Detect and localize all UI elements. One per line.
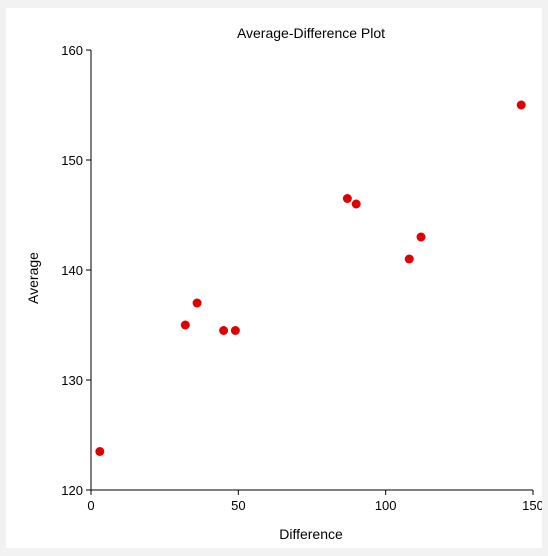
data-point [219, 326, 229, 335]
x-tick-label: 50 [231, 498, 245, 513]
x-tick-label: 150 [522, 498, 542, 513]
data-points [95, 100, 526, 456]
data-point [404, 254, 414, 264]
data-point [192, 298, 202, 308]
data-point [516, 100, 526, 110]
y-tick-label: 140 [61, 263, 83, 278]
y-tick-label: 130 [61, 373, 83, 388]
y-axis-label: Average [25, 252, 41, 304]
scatter-chart: Average-Difference Plot Difference Avera… [25, 25, 542, 542]
data-point [351, 199, 361, 209]
y-tick-label: 150 [61, 153, 83, 168]
x-axis-label: Difference [279, 526, 343, 542]
y-tick-label: 160 [61, 43, 83, 58]
data-point [416, 232, 426, 242]
x-tick-label: 100 [375, 498, 397, 513]
x-tick-label: 0 [87, 498, 94, 513]
chart-title: Average-Difference Plot [237, 25, 385, 41]
axes: 120 130 140 150 160 0 50 100 150 [61, 43, 542, 513]
data-point [180, 320, 190, 330]
chart-panel: Average-Difference Plot Difference Avera… [6, 8, 542, 548]
data-point [342, 194, 352, 203]
data-point [95, 447, 105, 456]
y-tick-label: 120 [61, 483, 83, 498]
data-point [230, 326, 240, 335]
